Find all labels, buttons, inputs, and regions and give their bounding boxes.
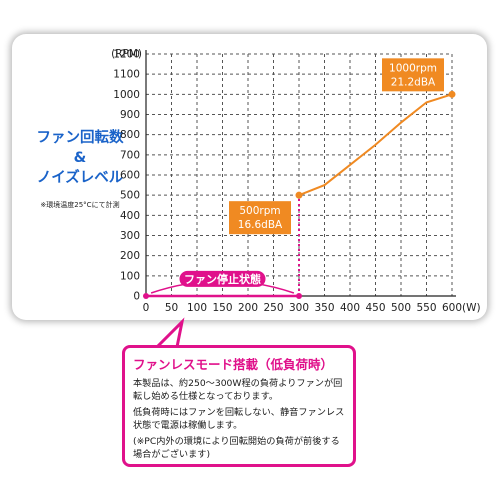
- y-tick-label: 100: [120, 270, 140, 282]
- x-tick-label: 150: [212, 302, 232, 314]
- left-title: ファン回転数 & ノイズレベル: [18, 128, 142, 188]
- y-tick-label: 200: [120, 250, 140, 262]
- fanless-label-text: ファン停止状態: [184, 272, 261, 286]
- x-tick-label: 0: [143, 302, 150, 314]
- y-tick-label: 700: [120, 149, 140, 161]
- x-tick-label: 400: [340, 302, 360, 314]
- x-axis-unit: (W): [462, 302, 481, 314]
- x-tick-label: 550: [416, 302, 436, 314]
- y-tick-label: 900: [120, 109, 140, 121]
- y-tick-label: 0: [133, 291, 140, 303]
- y-tick-label: 600: [120, 170, 140, 182]
- annotation-box: [382, 58, 444, 92]
- fanless-mode-note: ファンレスモード搭載（低負荷時） 本製品は、約250～300W程の負荷よりファン…: [122, 345, 356, 467]
- rpm-point-start: [295, 191, 303, 199]
- rpm-series-line: [298, 93, 453, 197]
- callout-pointer-shape: [153, 317, 185, 349]
- annotation-rpm-text: 1000rpm: [389, 62, 437, 74]
- y-tick-label: 1200: [113, 49, 140, 61]
- x-tick-label: 300: [289, 302, 309, 314]
- annotation-dba-text: 16.6dBA: [238, 219, 283, 231]
- annotation-rpm-text: 500rpm: [239, 205, 280, 217]
- x-tick-label: 50: [165, 302, 178, 314]
- note-paragraph-1: 本製品は、約250～300W程の負荷よりファンが回転し始める仕様となっております…: [133, 378, 343, 402]
- fanless-label-box: [179, 270, 266, 287]
- y-tick-label: 500: [120, 190, 140, 202]
- y-tick-label: 300: [120, 230, 140, 242]
- x-tick-label: 450: [365, 302, 385, 314]
- fanless-end-point: [296, 293, 302, 299]
- measurement-note: ※環境温度25°Cにて計測: [40, 201, 120, 209]
- y-axis-unit: (RPM): [111, 48, 142, 60]
- y-tick-label: 800: [120, 129, 140, 141]
- title-line-ampersand: &: [73, 150, 87, 166]
- note-title: ファンレスモード搭載（低負荷時）: [133, 357, 334, 372]
- note-paragraph-2: 低負荷時にはファンを回転しない、静音ファンレス状態で電源は稼働します。: [133, 407, 345, 431]
- annotation-dba-text: 21.2dBA: [391, 76, 436, 88]
- title-line-noise-level: ノイズレベル: [36, 170, 124, 186]
- x-tick-label: 500: [391, 302, 411, 314]
- x-tick-label: 100: [187, 302, 207, 314]
- title-line-fan-speed: ファン回転数: [36, 130, 124, 146]
- x-tick-label: 200: [238, 302, 258, 314]
- annotation-box: [229, 201, 291, 235]
- y-tick-label: 1000: [113, 89, 140, 101]
- rpm-point-end: [448, 90, 456, 98]
- note-paragraph-3: (※PC内外の環境により回転開始の負荷が前後する場合がございます): [133, 436, 340, 460]
- x-tick-label: 350: [314, 302, 334, 314]
- x-tick-label: 250: [263, 302, 283, 314]
- fanless-start-point: [143, 293, 149, 299]
- y-tick-label: 1100: [113, 69, 140, 81]
- y-tick-label: 400: [120, 210, 140, 222]
- x-tick-label: 600: [442, 302, 462, 314]
